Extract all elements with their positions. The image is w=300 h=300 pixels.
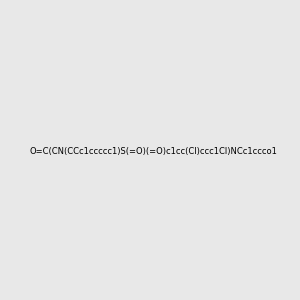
Text: O=C(CN(CCc1ccccc1)S(=O)(=O)c1cc(Cl)ccc1Cl)NCc1ccco1: O=C(CN(CCc1ccccc1)S(=O)(=O)c1cc(Cl)ccc1C… [30, 147, 278, 156]
